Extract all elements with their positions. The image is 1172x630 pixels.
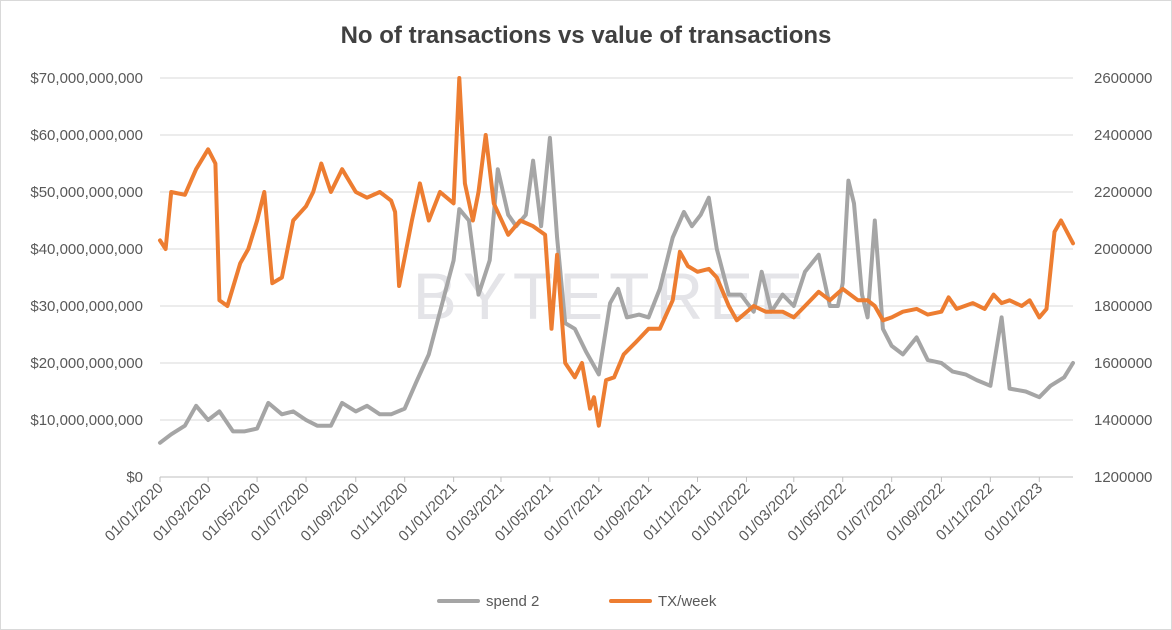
y-right-tick-label: 1400000: [1094, 412, 1152, 429]
x-axis: 01/01/202001/03/202001/05/202001/07/2020…: [102, 476, 1073, 545]
legend-label: spend 2: [486, 593, 539, 610]
y-left-tick-label: $50,000,000,000: [30, 184, 143, 201]
series-line-tx-week: [158, 76, 1075, 428]
y-left-tick-label: $0: [126, 469, 143, 486]
y-right-tick-label: 2600000: [1094, 70, 1152, 87]
y-left-tick-label: $70,000,000,000: [30, 70, 143, 87]
y-right-tick-label: 2200000: [1094, 184, 1152, 201]
y-left-tick-label: $20,000,000,000: [30, 355, 143, 372]
chart-title: No of transactions vs value of transacti…: [341, 22, 832, 49]
y-left-tick-label: $40,000,000,000: [30, 241, 143, 258]
y-axis-right: 1200000 1400000 1600000 1800000 2000000 22000…: [1094, 70, 1152, 486]
y-right-tick-label: 2400000: [1094, 127, 1152, 144]
y-axis-left: $0 $10,000,000,000 $20,000,000,000 $30,000,…: [30, 70, 143, 486]
series-lines: [158, 76, 1075, 445]
legend-label: TX/week: [658, 593, 717, 610]
y-left-tick-label: $30,000,000,000: [30, 298, 143, 315]
y-right-tick-label: 1200000: [1094, 469, 1152, 486]
y-right-tick-label: 2000000: [1094, 241, 1152, 258]
y-left-tick-label: $10,000,000,000: [30, 412, 143, 429]
legend: spend 2 TX/week: [437, 593, 717, 610]
y-right-tick-label: 1600000: [1094, 355, 1152, 372]
y-right-tick-label: 1800000: [1094, 298, 1152, 315]
series-line-spend-2: [158, 135, 1075, 445]
watermark-text: BYTETREE: [413, 259, 809, 333]
y-left-tick-label: $60,000,000,000: [30, 127, 143, 144]
